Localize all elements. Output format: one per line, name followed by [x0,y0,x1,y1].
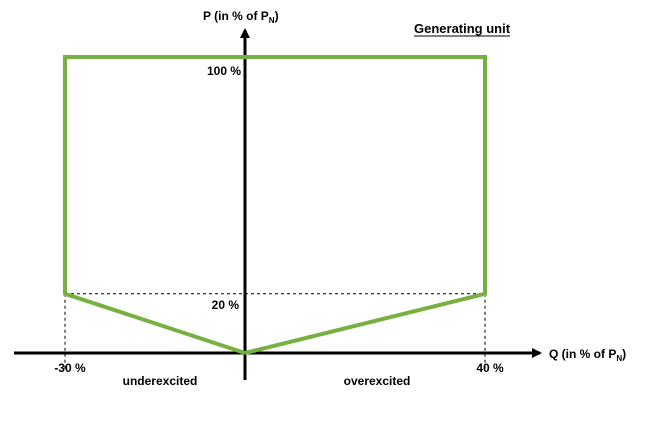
y-tick-label-20: 20 % [212,298,240,312]
y-tick-label-100: 100 % [207,64,241,78]
region-label-underexcited: underexcited [123,374,198,388]
chart-title: Generating unit [414,21,511,36]
x-tick-label-minus30: -30 % [54,361,86,375]
capability-boundary-line [63,55,487,355]
x-axis-label: Q (in % of PN) [549,347,626,363]
region-label-overexcited: overexcited [344,374,411,388]
x-tick-label-40: 40 % [476,361,504,375]
y-axis-label: P (in % of PN) [203,9,279,25]
